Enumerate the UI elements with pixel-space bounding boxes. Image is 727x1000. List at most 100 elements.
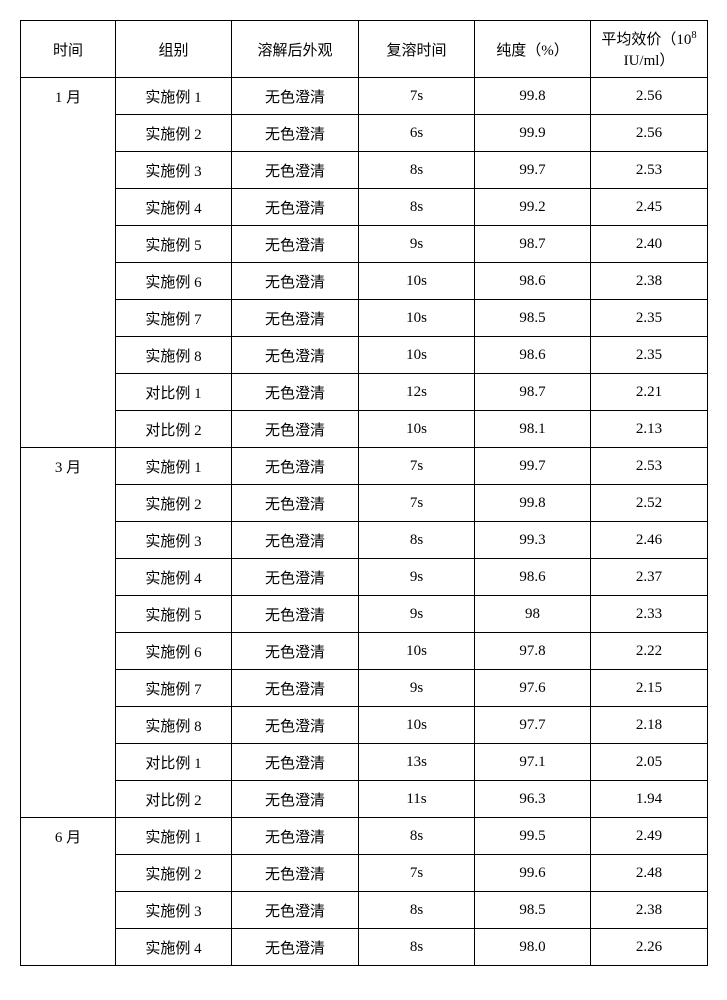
group-cell: 实施例 8 xyxy=(116,707,232,744)
group-cell: 实施例 3 xyxy=(116,892,232,929)
appearance-cell: 无色澄清 xyxy=(232,448,359,485)
redissolve-cell: 12s xyxy=(359,374,475,411)
table-row: 对比例 2无色澄清10s98.12.13 xyxy=(21,411,708,448)
potency-cell: 2.05 xyxy=(591,744,708,781)
time-cell: 6 月 xyxy=(21,818,116,966)
group-cell: 实施例 4 xyxy=(116,929,232,966)
potency-cell: 2.13 xyxy=(591,411,708,448)
potency-cell: 2.22 xyxy=(591,633,708,670)
group-cell: 实施例 2 xyxy=(116,115,232,152)
purity-cell: 98.6 xyxy=(475,559,591,596)
table-row: 实施例 5无色澄清9s982.33 xyxy=(21,596,708,633)
table-row: 对比例 1无色澄清13s97.12.05 xyxy=(21,744,708,781)
redissolve-cell: 9s xyxy=(359,559,475,596)
appearance-cell: 无色澄清 xyxy=(232,337,359,374)
table-row: 实施例 2无色澄清6s99.92.56 xyxy=(21,115,708,152)
appearance-cell: 无色澄清 xyxy=(232,781,359,818)
purity-cell: 99.2 xyxy=(475,189,591,226)
redissolve-cell: 11s xyxy=(359,781,475,818)
purity-cell: 97.6 xyxy=(475,670,591,707)
purity-cell: 98.1 xyxy=(475,411,591,448)
table-row: 实施例 6无色澄清10s98.62.38 xyxy=(21,263,708,300)
redissolve-cell: 7s xyxy=(359,448,475,485)
potency-cell: 2.48 xyxy=(591,855,708,892)
redissolve-cell: 10s xyxy=(359,337,475,374)
redissolve-cell: 9s xyxy=(359,596,475,633)
appearance-cell: 无色澄清 xyxy=(232,855,359,892)
purity-cell: 98.7 xyxy=(475,226,591,263)
appearance-cell: 无色澄清 xyxy=(232,78,359,115)
appearance-cell: 无色澄清 xyxy=(232,633,359,670)
purity-cell: 97.7 xyxy=(475,707,591,744)
potency-cell: 2.33 xyxy=(591,596,708,633)
group-cell: 实施例 6 xyxy=(116,633,232,670)
table-row: 实施例 8无色澄清10s98.62.35 xyxy=(21,337,708,374)
group-cell: 实施例 1 xyxy=(116,448,232,485)
appearance-cell: 无色澄清 xyxy=(232,929,359,966)
table-row: 6 月实施例 1无色澄清8s99.52.49 xyxy=(21,818,708,855)
redissolve-cell: 13s xyxy=(359,744,475,781)
appearance-cell: 无色澄清 xyxy=(232,818,359,855)
col-purity: 纯度（%） xyxy=(475,21,591,78)
purity-cell: 99.6 xyxy=(475,855,591,892)
appearance-cell: 无色澄清 xyxy=(232,152,359,189)
potency-sup: 8 xyxy=(691,30,696,41)
redissolve-cell: 7s xyxy=(359,78,475,115)
redissolve-cell: 6s xyxy=(359,115,475,152)
potency-cell: 2.26 xyxy=(591,929,708,966)
potency-cell: 2.21 xyxy=(591,374,708,411)
group-cell: 实施例 7 xyxy=(116,670,232,707)
redissolve-cell: 8s xyxy=(359,189,475,226)
table-row: 实施例 8无色澄清10s97.72.18 xyxy=(21,707,708,744)
potency-cell: 2.56 xyxy=(591,115,708,152)
purity-cell: 99.7 xyxy=(475,448,591,485)
table-row: 实施例 6无色澄清10s97.82.22 xyxy=(21,633,708,670)
table-row: 实施例 2无色澄清7s99.82.52 xyxy=(21,485,708,522)
purity-cell: 98.5 xyxy=(475,892,591,929)
redissolve-cell: 7s xyxy=(359,855,475,892)
time-cell: 1 月 xyxy=(21,78,116,448)
appearance-cell: 无色澄清 xyxy=(232,892,359,929)
table-body: 1 月实施例 1无色澄清7s99.82.56实施例 2无色澄清6s99.92.5… xyxy=(21,78,708,966)
potency-cell: 1.94 xyxy=(591,781,708,818)
potency-cell: 2.35 xyxy=(591,337,708,374)
redissolve-cell: 10s xyxy=(359,633,475,670)
purity-cell: 98.0 xyxy=(475,929,591,966)
redissolve-cell: 8s xyxy=(359,818,475,855)
table-row: 1 月实施例 1无色澄清7s99.82.56 xyxy=(21,78,708,115)
appearance-cell: 无色澄清 xyxy=(232,189,359,226)
group-cell: 实施例 3 xyxy=(116,152,232,189)
appearance-cell: 无色澄清 xyxy=(232,559,359,596)
appearance-cell: 无色澄清 xyxy=(232,263,359,300)
stability-table: 时间 组别 溶解后外观 复溶时间 纯度（%） 平均效价（108 IU/ml） 1… xyxy=(20,20,708,966)
potency-cell: 2.52 xyxy=(591,485,708,522)
potency-cell: 2.49 xyxy=(591,818,708,855)
potency-cell: 2.56 xyxy=(591,78,708,115)
redissolve-cell: 8s xyxy=(359,152,475,189)
redissolve-cell: 10s xyxy=(359,263,475,300)
purity-cell: 99.5 xyxy=(475,818,591,855)
table-row: 实施例 4无色澄清9s98.62.37 xyxy=(21,559,708,596)
table-row: 实施例 3无色澄清8s98.52.38 xyxy=(21,892,708,929)
table-row: 3 月实施例 1无色澄清7s99.72.53 xyxy=(21,448,708,485)
col-group: 组别 xyxy=(116,21,232,78)
table-row: 实施例 7无色澄清9s97.62.15 xyxy=(21,670,708,707)
table-row: 实施例 3无色澄清8s99.72.53 xyxy=(21,152,708,189)
redissolve-cell: 8s xyxy=(359,892,475,929)
purity-cell: 99.8 xyxy=(475,78,591,115)
group-cell: 实施例 4 xyxy=(116,559,232,596)
appearance-cell: 无色澄清 xyxy=(232,522,359,559)
redissolve-cell: 9s xyxy=(359,670,475,707)
appearance-cell: 无色澄清 xyxy=(232,744,359,781)
appearance-cell: 无色澄清 xyxy=(232,670,359,707)
appearance-cell: 无色澄清 xyxy=(232,374,359,411)
group-cell: 实施例 8 xyxy=(116,337,232,374)
group-cell: 对比例 2 xyxy=(116,411,232,448)
potency-cell: 2.37 xyxy=(591,559,708,596)
table-row: 实施例 5无色澄清9s98.72.40 xyxy=(21,226,708,263)
appearance-cell: 无色澄清 xyxy=(232,226,359,263)
appearance-cell: 无色澄清 xyxy=(232,485,359,522)
appearance-cell: 无色澄清 xyxy=(232,411,359,448)
appearance-cell: 无色澄清 xyxy=(232,707,359,744)
purity-cell: 98.5 xyxy=(475,300,591,337)
